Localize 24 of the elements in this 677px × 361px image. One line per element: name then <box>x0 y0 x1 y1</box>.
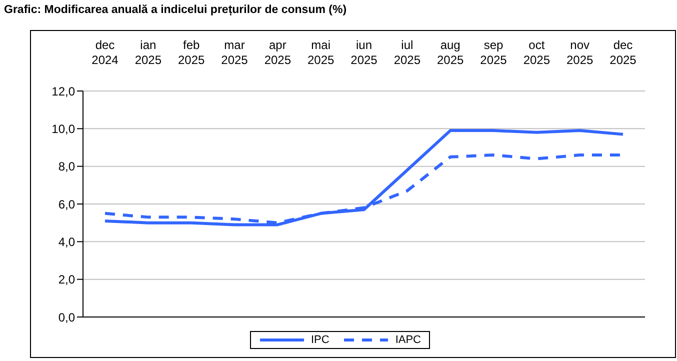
y-tick-label: 12,0 <box>52 84 76 98</box>
x-tick-label: oct 2025 <box>523 38 550 67</box>
x-tick-label: iul 2025 <box>394 38 421 67</box>
y-tick-label: 0,0 <box>58 310 76 324</box>
x-tick-label: dec 2025 <box>610 38 637 67</box>
x-tick-label: nov 2025 <box>566 38 594 67</box>
x-tick-label: feb 2025 <box>178 38 206 67</box>
x-tick-label: dec 2024 <box>92 38 119 67</box>
chart-title: Grafic: Modificarea anuală a indicelui prețurilor de consum (%) <box>4 4 347 16</box>
line-series <box>104 129 624 226</box>
x-tick-label: apr 2025 <box>264 38 292 67</box>
x-tick-label: aug 2025 <box>436 38 464 67</box>
x-tick-label: sep 2025 <box>480 38 508 67</box>
y-tick-label: 10,0 <box>52 122 76 136</box>
y-tick-label: 2,0 <box>58 272 76 287</box>
x-tick-label: ian 2025 <box>134 38 162 67</box>
x-tick-label: mai 2025 <box>307 38 335 67</box>
x-tick-label: mar 2025 <box>221 38 248 67</box>
y-tick-label: 6,0 <box>58 197 76 212</box>
legend-label: IAPC <box>394 334 422 346</box>
y-tick-label: 8,0 <box>58 160 76 174</box>
x-tick-label: iun 2025 <box>350 38 378 67</box>
legend-label: IPC <box>310 334 330 346</box>
y-tick-label: 4,0 <box>58 234 76 249</box>
